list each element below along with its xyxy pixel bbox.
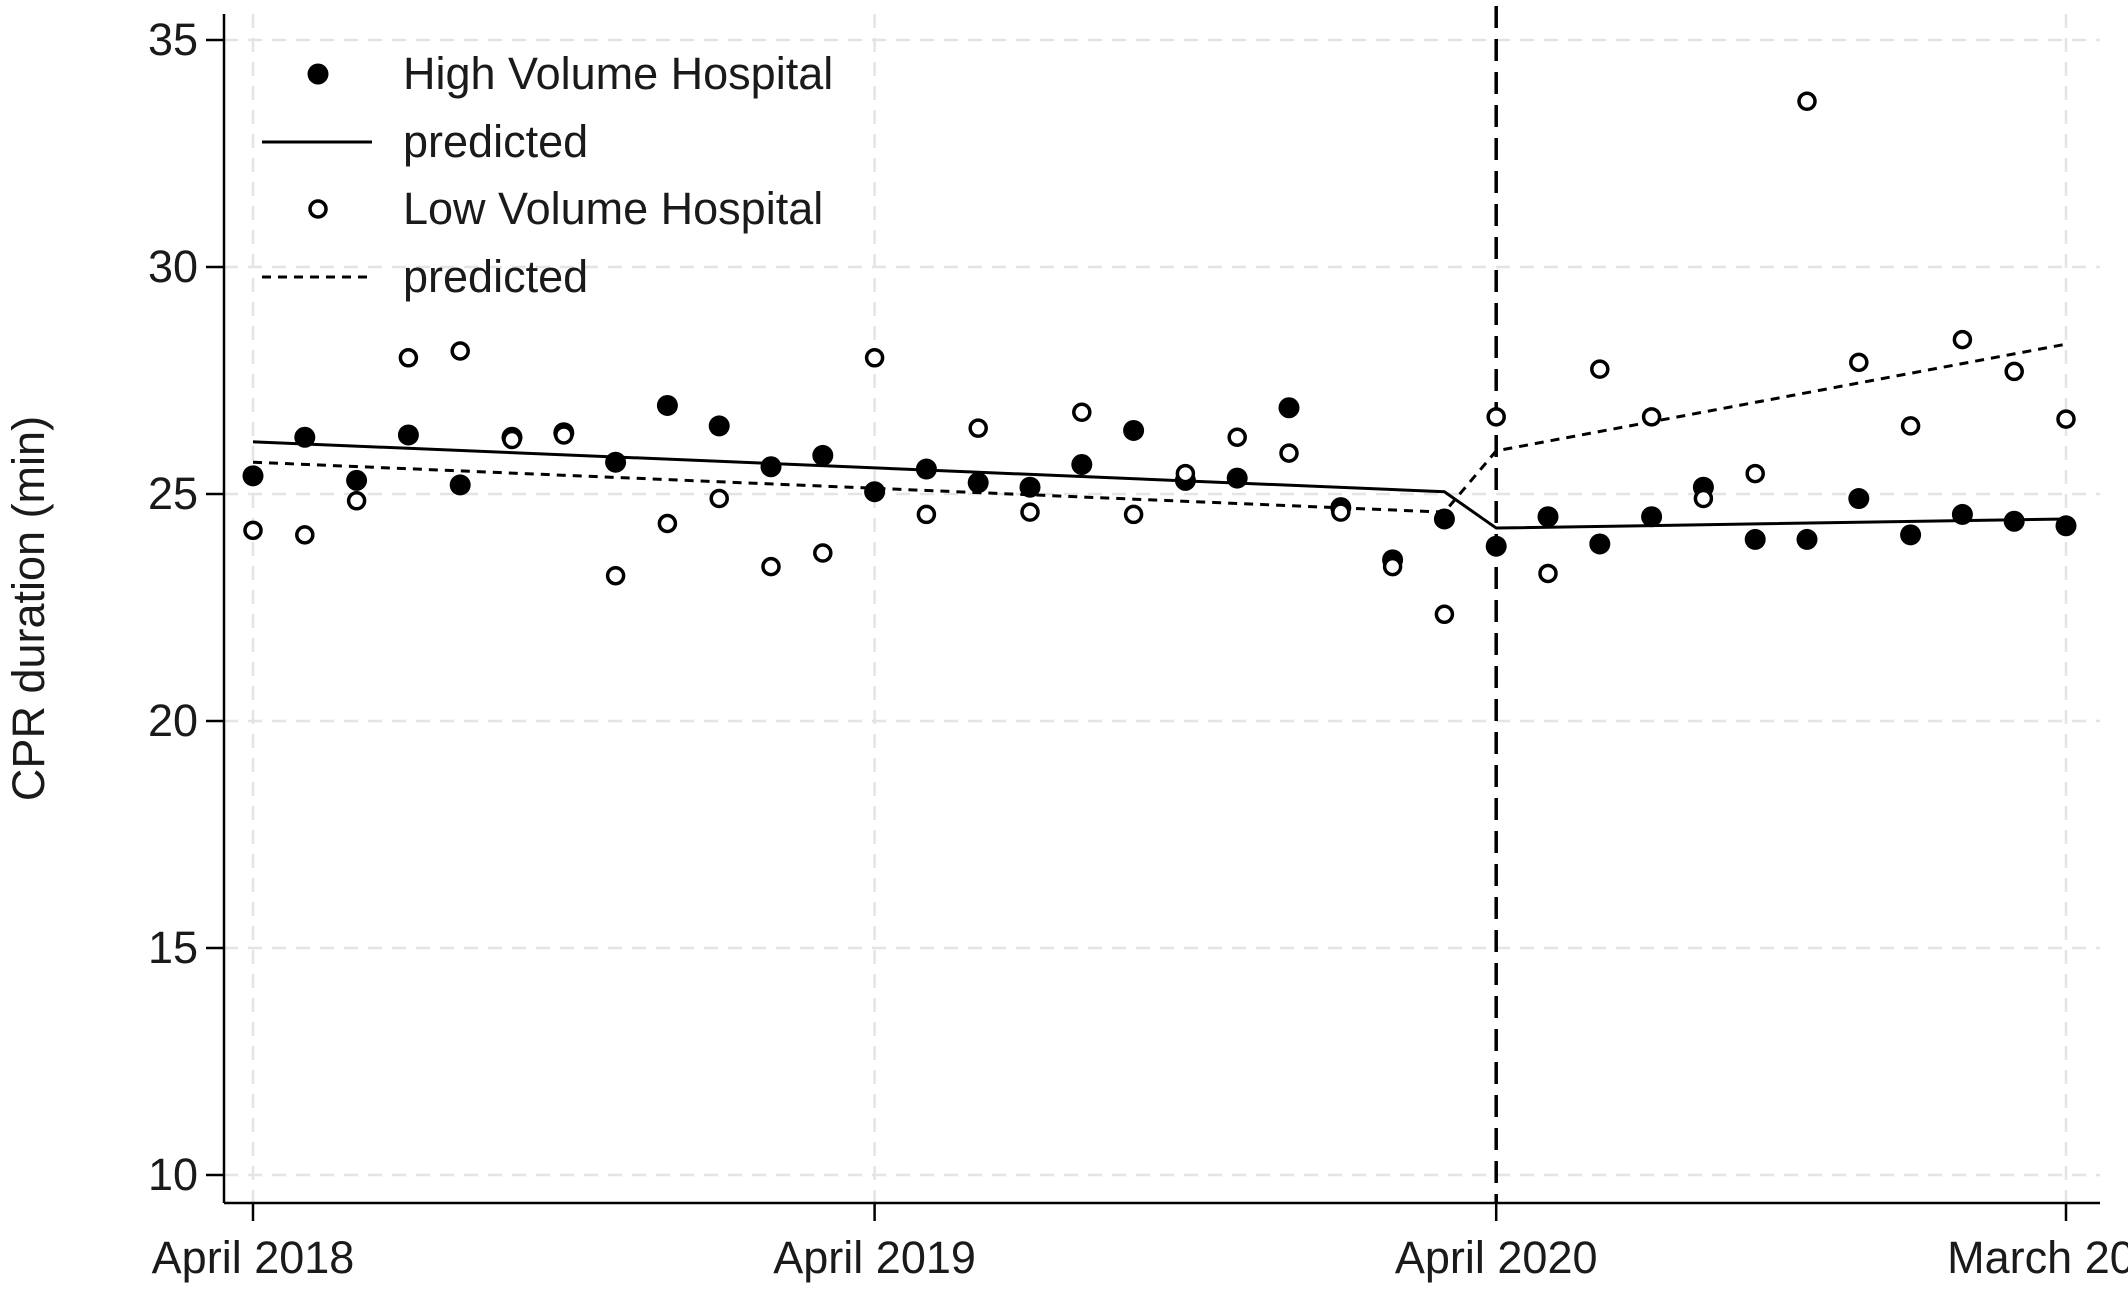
x-tick-label: March 2021 xyxy=(1947,1232,2128,1283)
low-volume-point xyxy=(1641,407,1662,427)
high-volume-point xyxy=(1278,397,1300,419)
predicted-line-low-volume xyxy=(252,342,2067,514)
high-volume-point xyxy=(1744,528,1766,550)
high-volume-point xyxy=(1123,419,1145,441)
low-volume-point xyxy=(1849,352,1869,373)
y-tick-label: 10 xyxy=(148,1149,198,1200)
legend-label: predicted xyxy=(403,251,588,302)
low-volume-point xyxy=(709,488,729,509)
high-volume-point xyxy=(1071,453,1093,475)
low-volume-point xyxy=(1486,407,1506,427)
high-volume-point xyxy=(915,458,937,480)
low-volume-point xyxy=(657,513,678,534)
low-volume-point xyxy=(1123,504,1144,525)
y-axis-title: CPR duration (min) xyxy=(3,416,54,801)
low-volume-point xyxy=(813,543,833,563)
x-tick-label: April 2020 xyxy=(1395,1232,1598,1283)
high-volume-point xyxy=(2003,510,2025,532)
y-tick-label: 30 xyxy=(148,241,198,292)
high-volume-point xyxy=(242,465,264,487)
high-volume-point xyxy=(760,456,782,478)
high-volume-point xyxy=(1589,533,1611,555)
low-volume-point xyxy=(1590,359,1610,379)
low-volume-point xyxy=(1693,488,1714,509)
low-volume-point xyxy=(502,429,522,450)
low-volume-point xyxy=(398,348,419,368)
high-volume-point xyxy=(605,451,627,473)
high-volume-point xyxy=(1485,535,1507,557)
high-volume-point xyxy=(397,424,419,446)
low-volume-point xyxy=(1434,604,1455,625)
high-volume-point xyxy=(1951,503,1973,525)
y-tick-label: 20 xyxy=(148,695,198,746)
low-volume-point xyxy=(554,425,574,445)
high-volume-point xyxy=(1537,506,1559,528)
low-volume-point xyxy=(1900,416,1921,436)
legend-label: predicted xyxy=(403,116,588,167)
high-volume-point xyxy=(864,481,886,503)
y-tick-label: 25 xyxy=(148,468,198,519)
high-volume-point xyxy=(656,394,678,416)
low-volume-point xyxy=(346,491,367,511)
low-volume-point xyxy=(1745,463,1765,484)
legend-symbol-hollow-circle xyxy=(308,199,328,219)
low-volume-point xyxy=(1175,463,1196,484)
high-volume-point xyxy=(967,472,989,494)
legend: High Volume Hospital predicted Low Volume … xyxy=(262,48,833,302)
axis-layer: 10 15 20 25 30 35 April 2018 April 2019 April 20… xyxy=(3,14,2128,1283)
x-tick-label: April 2018 xyxy=(152,1232,355,1283)
low-volume-point xyxy=(605,565,626,586)
high-volume-point xyxy=(294,426,316,448)
high-volume-point xyxy=(812,444,834,466)
high-volume-point xyxy=(449,474,471,496)
low-volume-point xyxy=(1020,502,1040,522)
predicted-line-high-volume xyxy=(252,440,2067,530)
legend-label: High Volume Hospital xyxy=(403,48,833,99)
low-volume-point xyxy=(2004,361,2024,382)
low-volume-point xyxy=(1227,427,1247,447)
high-volume-point xyxy=(708,415,730,437)
high-volume-point xyxy=(2055,515,2077,537)
low-volume-point xyxy=(295,525,315,545)
legend-symbol-filled-circle xyxy=(307,63,329,85)
y-tick-label: 15 xyxy=(148,922,198,973)
low-volume-point xyxy=(1797,91,1817,112)
low-volume-point xyxy=(1072,402,1092,423)
low-volume-point xyxy=(1382,556,1403,577)
high-volume-point xyxy=(1019,476,1041,498)
legend-label: Low Volume Hospital xyxy=(403,183,823,234)
high-volume-point xyxy=(346,469,368,491)
predicted-lines-layer xyxy=(252,6,2067,1203)
low-volume-point xyxy=(1538,563,1558,584)
low-volume-point xyxy=(1279,443,1299,463)
low-volume-point xyxy=(1952,329,1973,350)
grid-layer xyxy=(224,14,2100,1203)
y-tick-label: 35 xyxy=(148,14,198,65)
low-volume-point xyxy=(761,556,781,577)
high-volume-point xyxy=(1641,506,1663,528)
high-volume-point xyxy=(1848,488,1870,510)
low-volume-point xyxy=(450,341,470,361)
high-volume-point xyxy=(1900,524,1922,546)
x-tick-label: April 2019 xyxy=(773,1232,976,1283)
low-volume-point xyxy=(968,418,988,438)
low-volume-point xyxy=(1331,502,1351,522)
low-volume-point xyxy=(916,504,937,525)
low-volume-point xyxy=(243,520,263,541)
low-volume-point xyxy=(2056,409,2076,429)
low-volume-point xyxy=(864,348,885,368)
data-points-layer xyxy=(242,91,2077,625)
high-volume-point xyxy=(1433,508,1455,530)
high-volume-point xyxy=(1796,528,1818,550)
high-volume-point xyxy=(1226,467,1248,489)
